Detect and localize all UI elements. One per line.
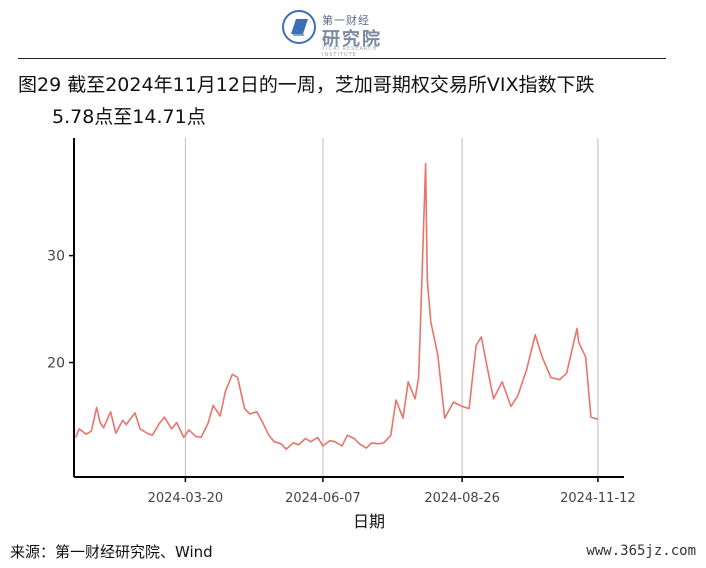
x-tick-label-1: 2024-06-07: [285, 491, 361, 506]
header-rule: [18, 58, 666, 59]
series-layer: [74, 162, 599, 451]
logo-sub-text: YICAI RESEARCH INSTITUTE: [322, 46, 378, 58]
x-tick-label-2: 2024-08-26: [424, 491, 500, 506]
axis-layer: 20 30 2024-03-20 2024-06-07 2024-08-26 2024-1…: [47, 138, 636, 531]
logo: 第一财经 研究院 YICAI RESEARCH INSTITUTE: [282, 6, 392, 58]
watermark: www.365jz.com: [584, 542, 698, 560]
grid-layer: [184, 138, 599, 477]
figure-title-line2: 5.78点至14.71点: [52, 106, 206, 128]
x-axis-title: 日期: [353, 512, 385, 531]
y-tick-label-0: 20: [47, 356, 65, 372]
x-tick-label-0: 2024-03-20: [148, 491, 224, 506]
logo-name: 研究院: [322, 29, 382, 50]
figure-title-line1: 图29 截至2024年11月12日的一周，芝加哥期权交易所VIX指数下跌: [18, 74, 595, 96]
x-tick-label-3: 2024-11-12: [560, 491, 636, 506]
logo-mark-icon: [282, 10, 316, 44]
source-note: 来源：第一财经研究院、Wind: [10, 543, 213, 561]
y-tick-label-1: 30: [47, 249, 65, 265]
logo-small-text: 第一财经: [322, 14, 370, 27]
series-line-0: [74, 162, 599, 451]
